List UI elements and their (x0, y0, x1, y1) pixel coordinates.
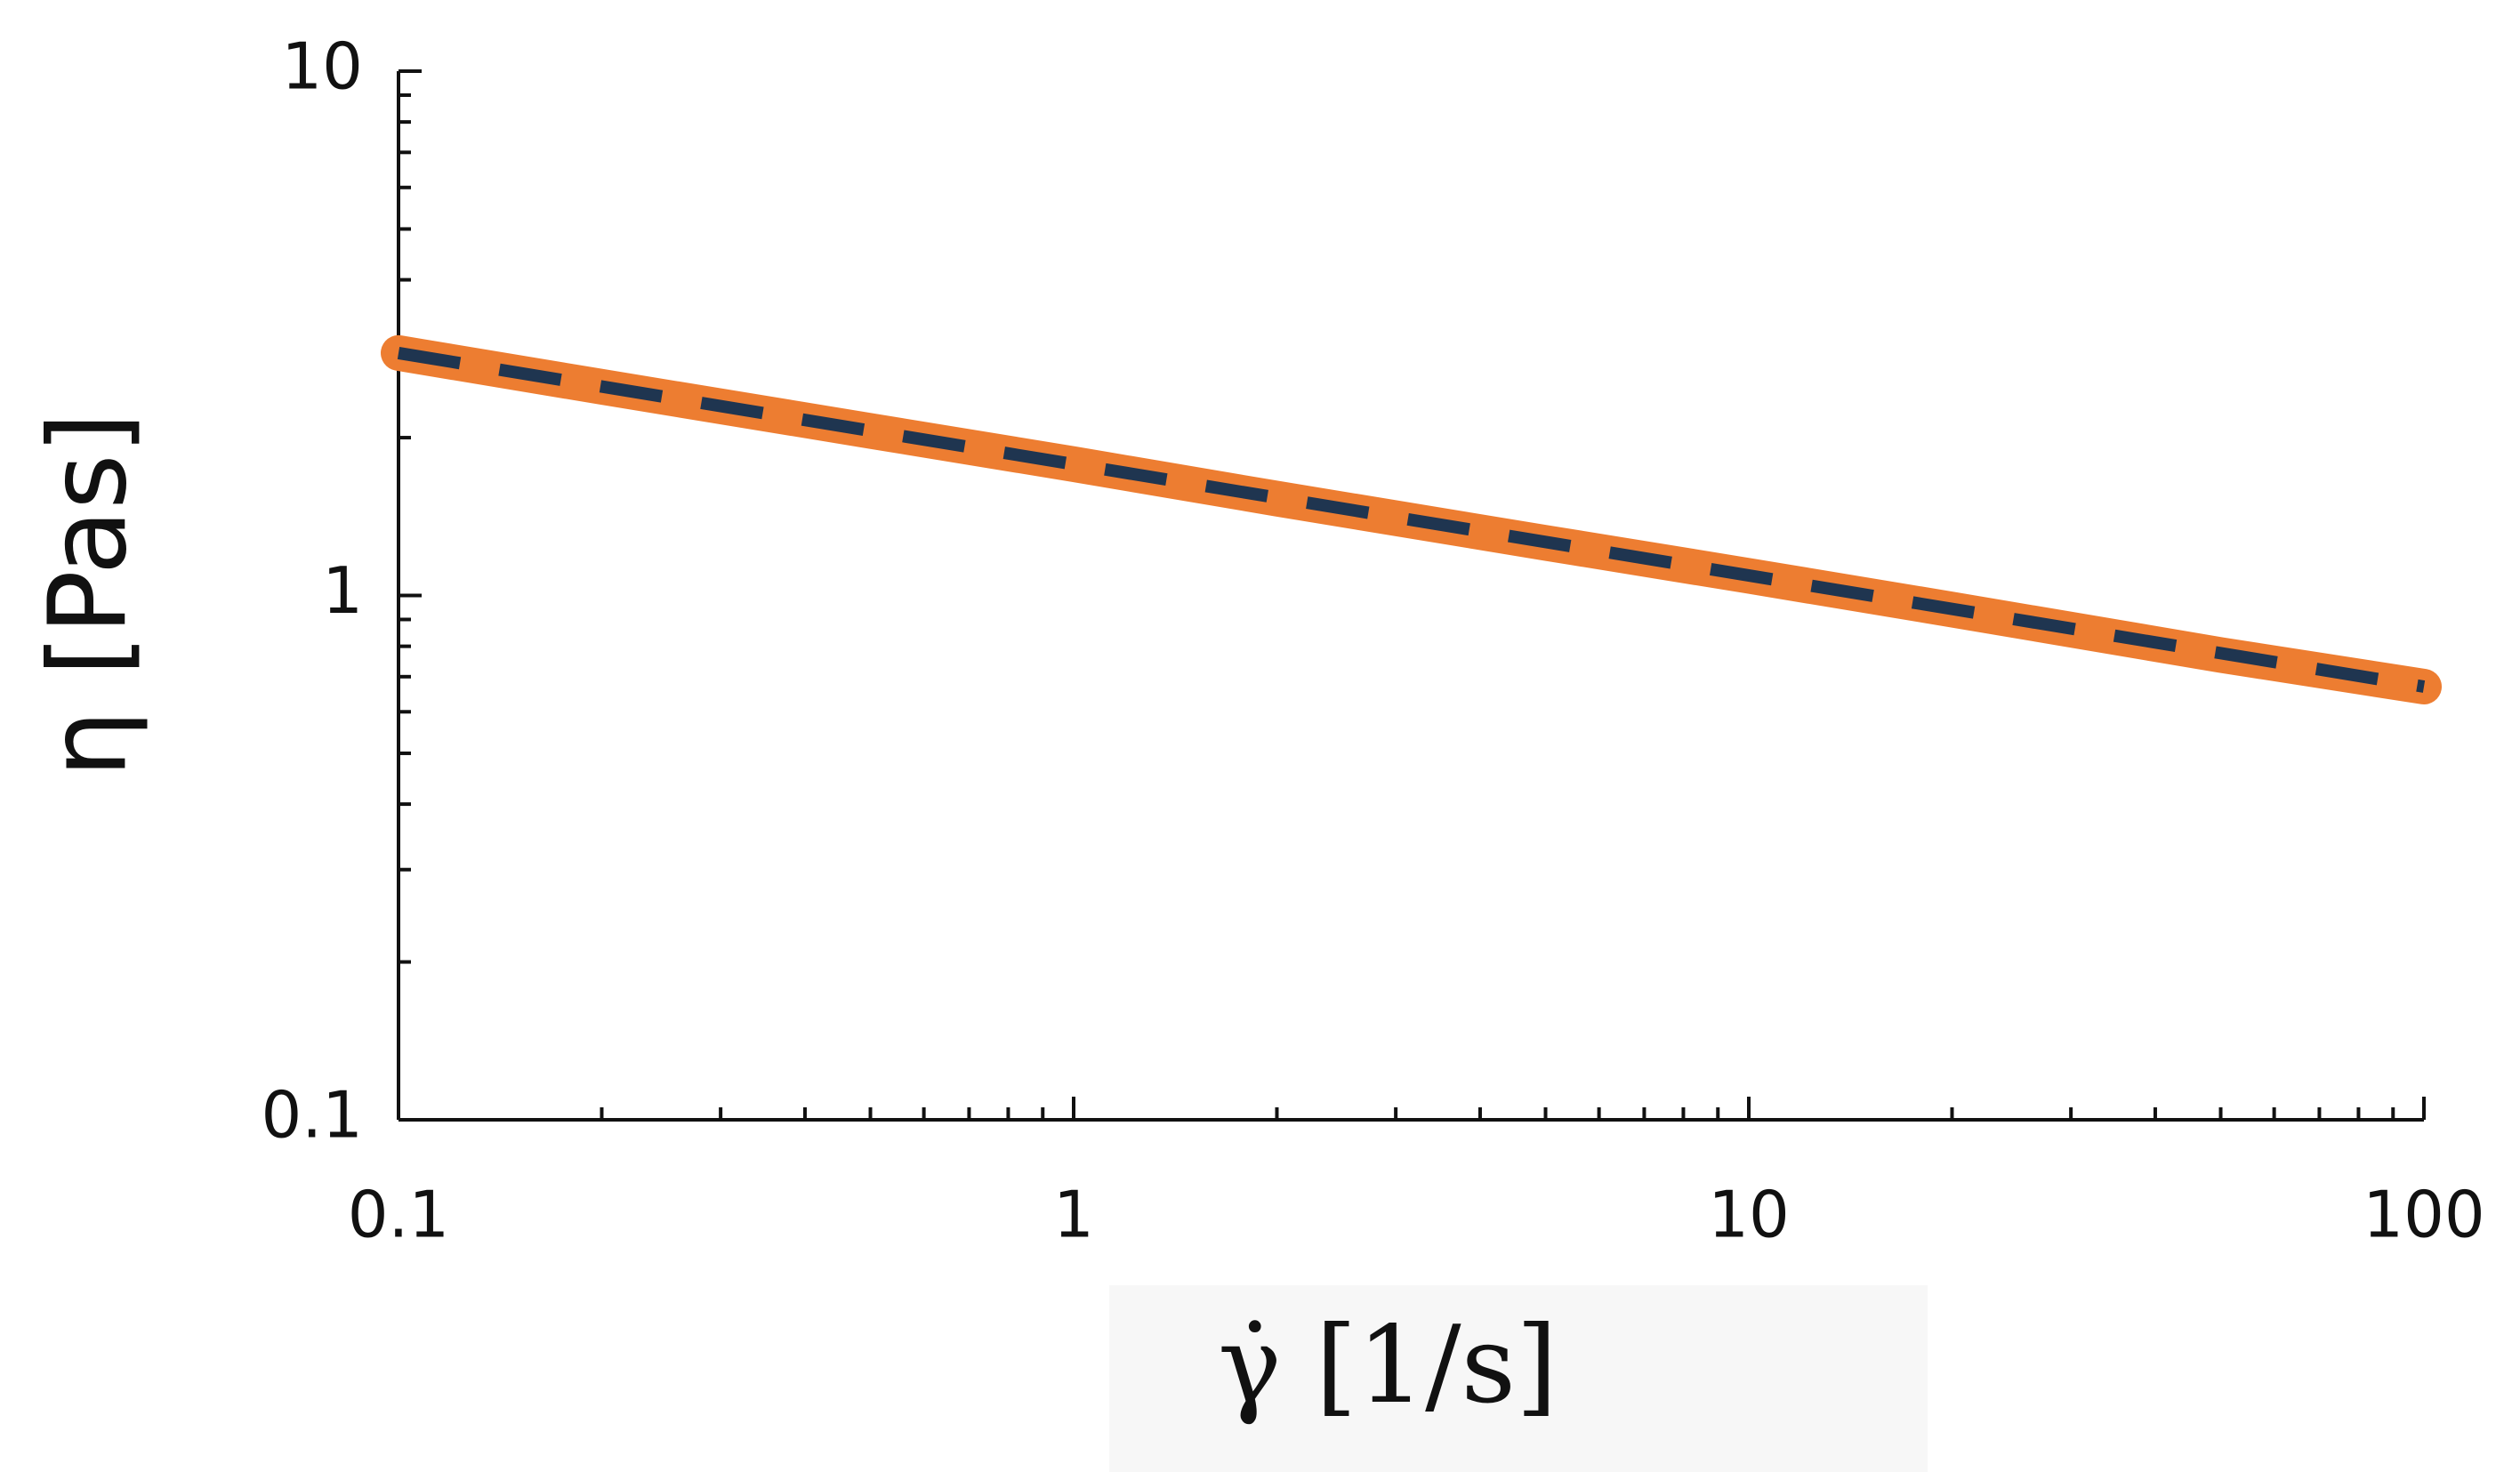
x-tick-label: 10 (1708, 1178, 1790, 1252)
y-tick-label: 10 (281, 29, 363, 104)
fit-line (397, 347, 2426, 693)
y-tick-label: 0.1 (261, 1078, 363, 1153)
x-axis-label: γ̇ [1/s] (1218, 1304, 1558, 1428)
x-tick-label: 0.1 (348, 1178, 450, 1252)
x-tick-label: 100 (2363, 1178, 2484, 1252)
y-axis-label: η [Pas] (28, 413, 151, 778)
y-tick-label: 1 (322, 553, 363, 628)
x-tick-label: 1 (1053, 1178, 1094, 1252)
label-backdrop (1109, 1285, 1928, 1472)
